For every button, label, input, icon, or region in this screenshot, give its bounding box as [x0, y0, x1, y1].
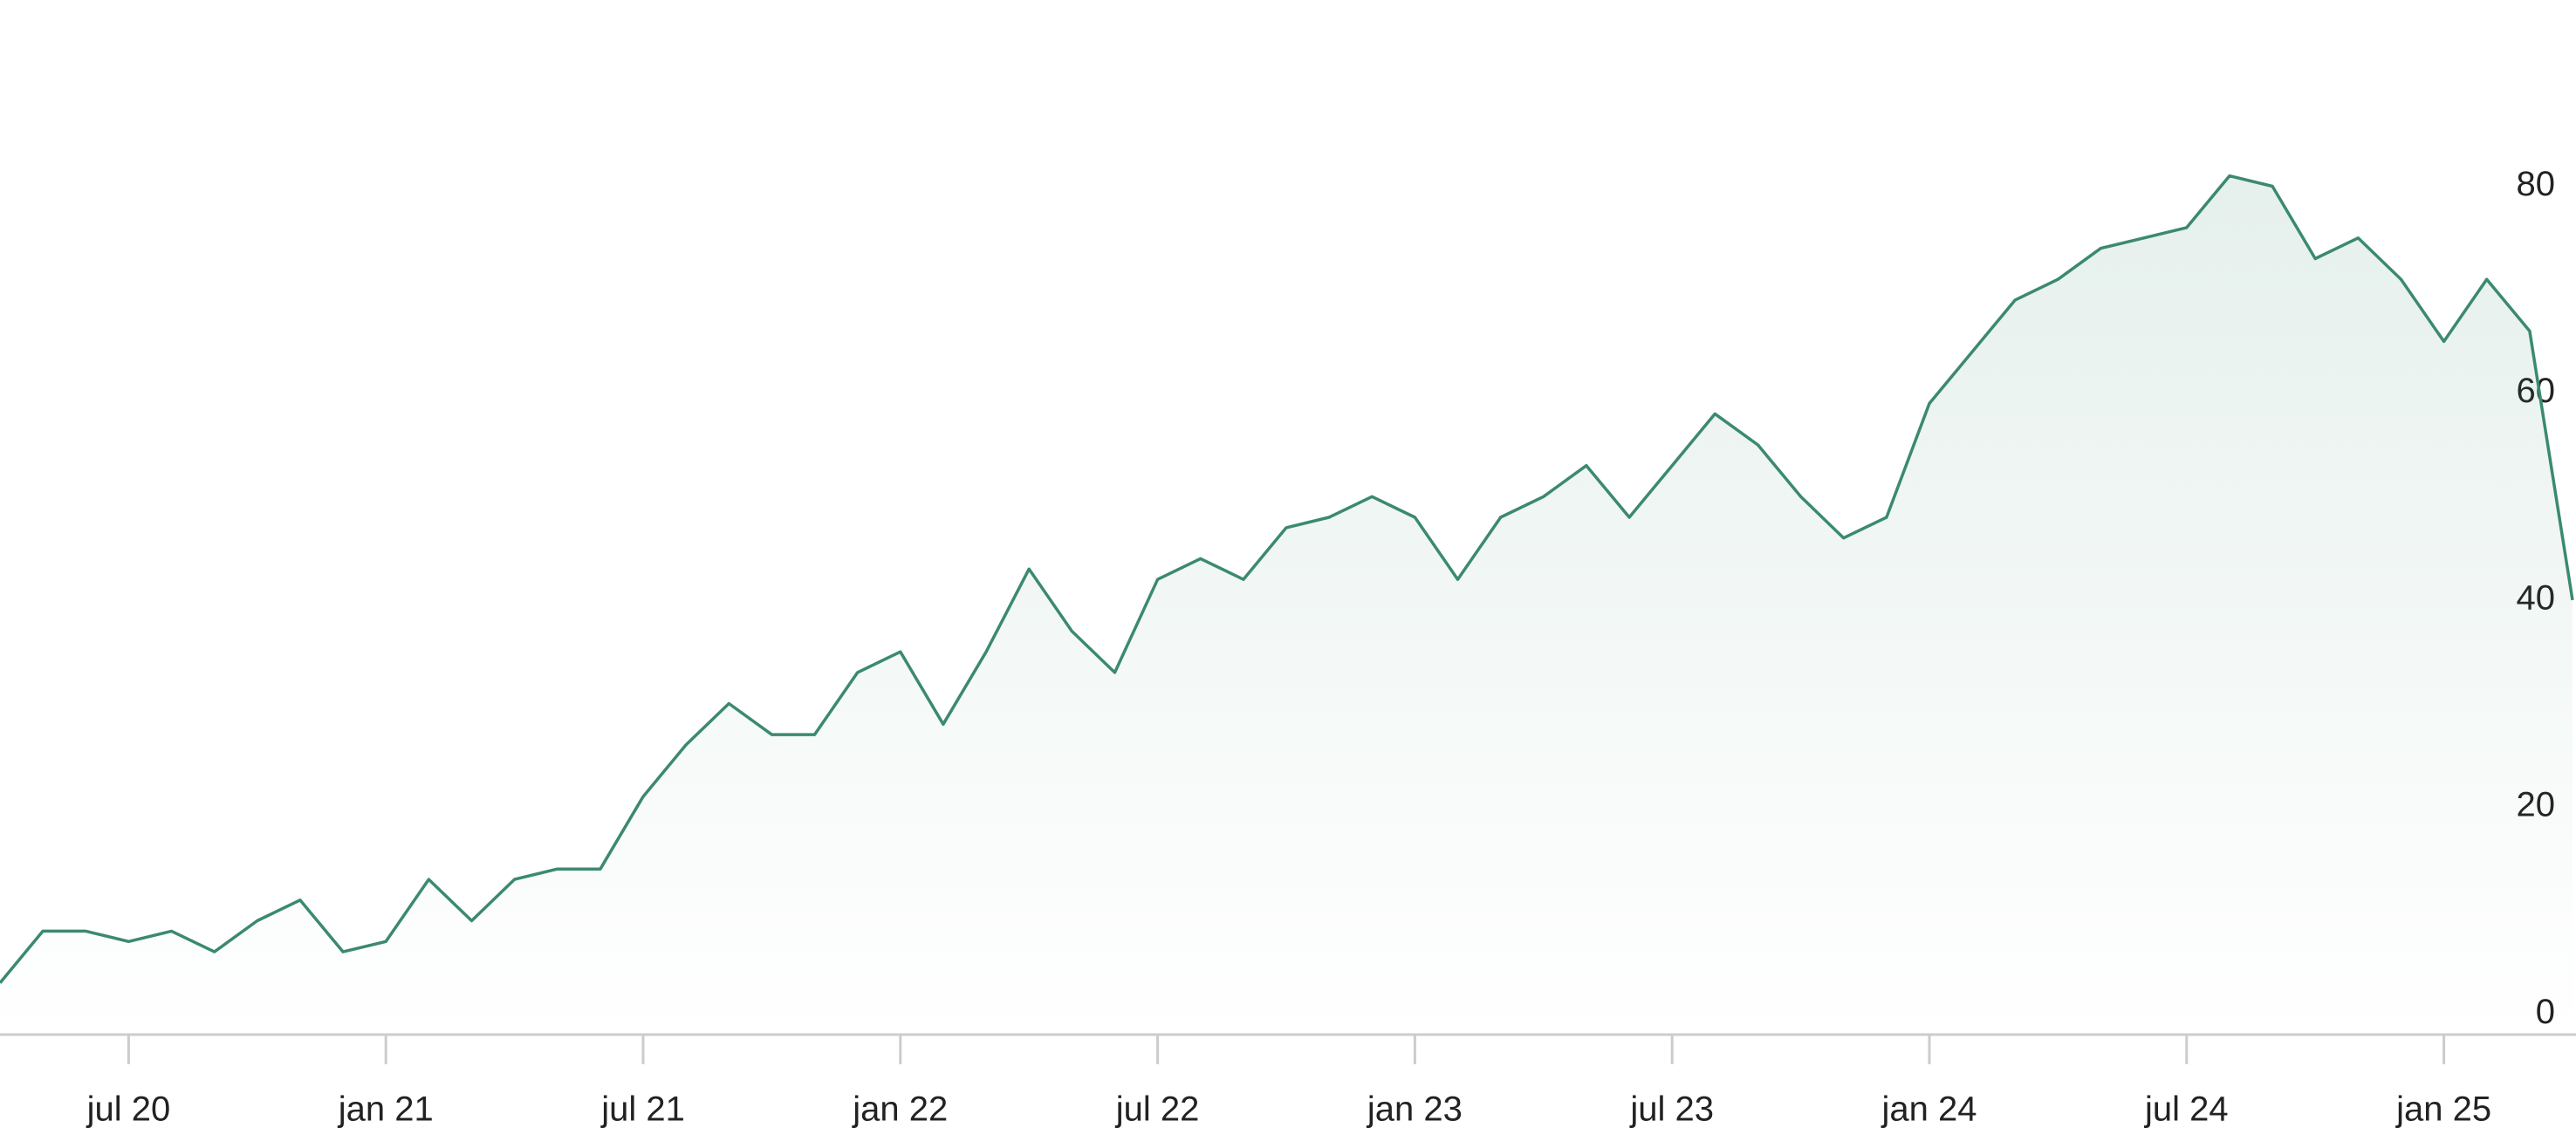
- x-tick-label: jul 22: [1115, 1090, 1200, 1129]
- x-tick-label: jan 23: [1367, 1090, 1463, 1129]
- area: [0, 175, 2573, 1035]
- line: [0, 174, 2574, 984]
- x-tick-label: jan 21: [338, 1090, 434, 1129]
- y-tick-label: 80: [2517, 165, 2556, 203]
- x-tick-label: jan 25: [2395, 1090, 2491, 1129]
- x-tick-label: jul 24: [2144, 1090, 2229, 1129]
- x-tick-label: jul 20: [86, 1090, 171, 1129]
- x-tick-label: jul 23: [1629, 1090, 1714, 1129]
- x-tick-label: jan 24: [1881, 1090, 1977, 1129]
- x-tick-label: jul 21: [600, 1090, 685, 1129]
- x-tick-label: jan 22: [852, 1090, 948, 1129]
